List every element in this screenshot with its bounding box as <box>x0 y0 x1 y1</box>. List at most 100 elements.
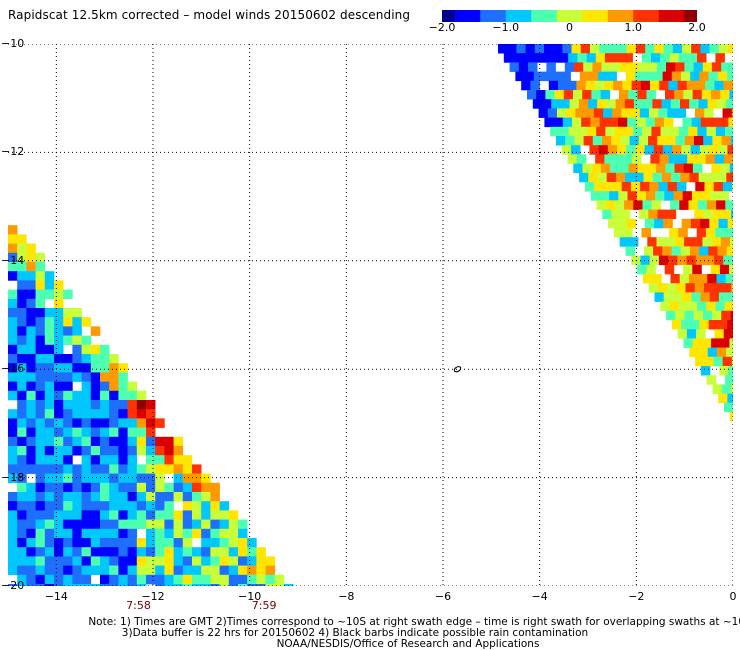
wind-cell <box>567 154 578 164</box>
wind-cell <box>146 565 156 576</box>
wind-cell <box>155 584 165 586</box>
wind-cell <box>182 510 193 520</box>
wind-cell <box>81 510 92 520</box>
wind-cell <box>35 262 46 272</box>
wind-cell <box>173 584 184 586</box>
wind-cell <box>127 390 138 401</box>
wind-cell <box>182 519 193 530</box>
wind-cell <box>654 292 664 302</box>
wind-cell <box>155 565 165 576</box>
wind-cell <box>544 44 554 54</box>
wind-cell <box>8 584 18 586</box>
wind-cell <box>569 99 580 109</box>
wind-cell <box>645 117 656 128</box>
wind-cell <box>709 292 720 302</box>
wind-cell <box>63 372 73 382</box>
wind-cell <box>672 292 683 302</box>
wind-cell <box>146 464 156 474</box>
wind-cell <box>127 574 138 585</box>
wind-cell <box>118 501 128 511</box>
wind-cell <box>81 473 92 484</box>
wind-cell <box>702 237 712 247</box>
wind-cell <box>644 71 654 82</box>
wind-cell <box>155 446 165 456</box>
wind-cell <box>81 372 92 382</box>
wind-cell <box>54 446 64 456</box>
wind-cell <box>626 44 637 54</box>
wind-cell <box>54 528 64 539</box>
wind-cell <box>645 191 656 201</box>
wind-cell <box>146 547 156 557</box>
wind-cell <box>672 44 683 54</box>
wind-cell <box>210 574 220 585</box>
wind-cell <box>647 237 657 247</box>
wind-cell <box>155 556 165 566</box>
wind-cell <box>8 538 18 548</box>
wind-cell <box>652 99 662 109</box>
wind-cell <box>201 473 211 484</box>
wind-cell <box>602 209 612 220</box>
wind-cell <box>90 381 101 392</box>
wind-cell <box>228 538 239 548</box>
wind-cell <box>118 482 128 493</box>
wind-cell <box>26 326 36 336</box>
wind-cell <box>265 556 276 566</box>
wind-cell <box>201 528 211 539</box>
wind-cell <box>8 363 18 373</box>
wind-cell <box>210 492 220 502</box>
wind-cell <box>26 436 36 447</box>
wind-cell <box>584 108 595 118</box>
wind-cell <box>173 574 184 585</box>
wind-cell <box>640 255 650 266</box>
wind-cell <box>127 455 138 465</box>
wind-cell <box>118 574 128 585</box>
wind-cell <box>100 436 110 447</box>
wind-cell <box>44 556 55 566</box>
latitude-label: −12 <box>1 145 25 159</box>
wind-cell <box>201 556 211 566</box>
wind-cell <box>90 501 101 511</box>
wind-cell <box>632 154 642 164</box>
wind-cell <box>8 510 18 520</box>
wind-cell <box>100 363 110 373</box>
wind-cell <box>718 44 729 54</box>
wind-cell <box>721 136 732 146</box>
wind-cell <box>118 390 128 401</box>
colorbar-tick-label: 2.0 <box>688 21 706 34</box>
wind-cell <box>146 519 156 530</box>
wind-cell <box>228 528 239 539</box>
wind-cell <box>63 363 73 373</box>
wind-cell <box>709 44 720 54</box>
wind-cell <box>54 547 64 557</box>
wind-cell <box>711 163 721 174</box>
wind-cell <box>681 218 692 229</box>
wind-cell <box>17 271 27 281</box>
wind-cell <box>531 53 541 63</box>
wind-cell <box>118 492 128 502</box>
wind-cell <box>602 136 612 146</box>
wind-cell <box>661 172 672 183</box>
wind-cell <box>210 528 220 539</box>
wind-cell <box>575 108 585 118</box>
wind-cell <box>608 117 619 128</box>
wind-cell <box>26 289 36 300</box>
wind-cell <box>587 126 597 137</box>
wind-cell <box>26 538 36 548</box>
wind-cell <box>90 372 101 382</box>
wind-cell <box>672 145 682 155</box>
wind-cell <box>572 117 582 128</box>
wind-cell <box>724 402 733 413</box>
wind-cell <box>26 510 36 520</box>
wind-cell <box>586 53 597 63</box>
wind-cell <box>54 354 64 364</box>
wind-cell <box>710 264 721 275</box>
wind-cell <box>26 243 36 254</box>
wind-cell <box>164 547 174 557</box>
wind-cell <box>600 90 611 100</box>
wind-cell <box>44 492 55 502</box>
wind-cell <box>580 44 591 54</box>
wind-cell <box>109 427 119 438</box>
wind-cell <box>599 44 609 54</box>
wind-cell <box>146 400 156 410</box>
wind-cell <box>17 354 27 364</box>
